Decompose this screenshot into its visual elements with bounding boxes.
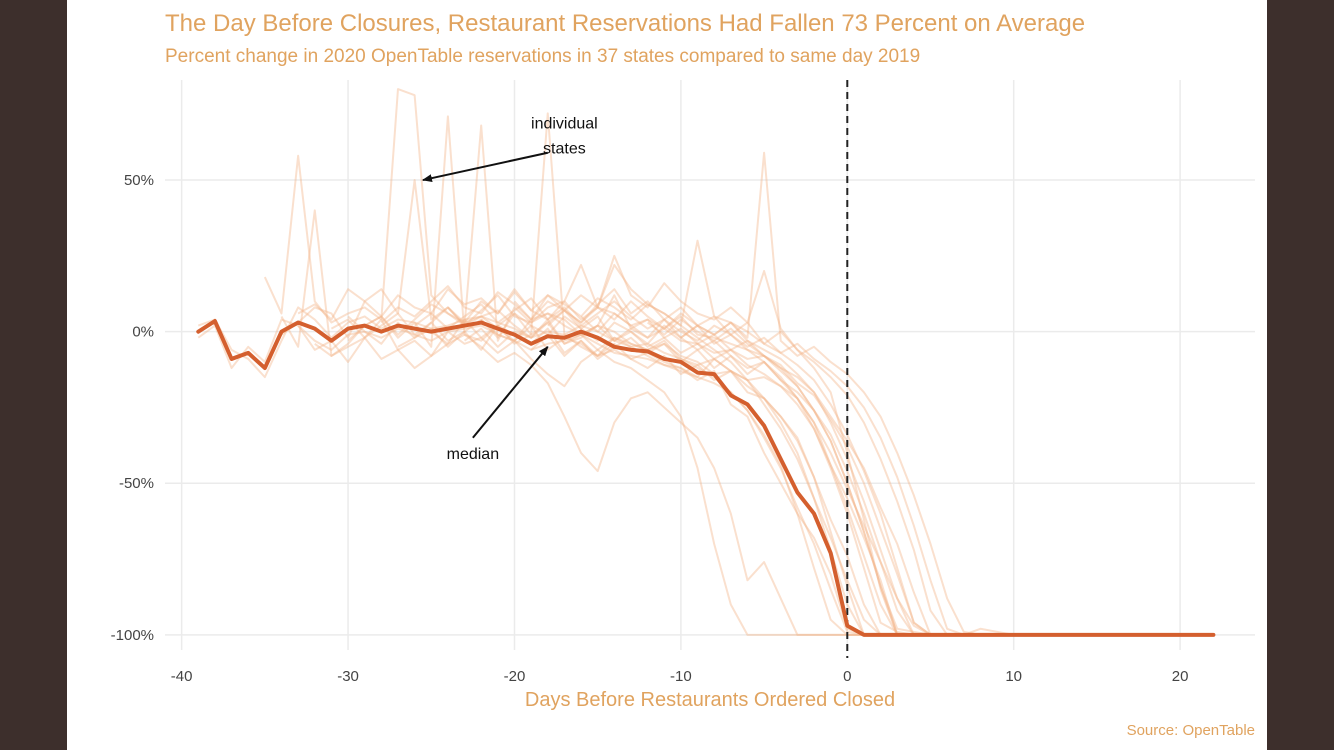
x-tick-label: -20	[504, 668, 526, 685]
annotation-text-line: median	[447, 446, 499, 463]
chart-subtitle: Percent change in 2020 OpenTable reserva…	[165, 46, 920, 67]
state-series-line	[197, 306, 1214, 636]
annotation-text-line: individual	[531, 116, 598, 133]
annotation-layer: individual states median	[421, 116, 598, 463]
x-axis-label: Days Before Restaurants Ordered Closed	[525, 689, 895, 711]
median-series-line	[196, 319, 1216, 637]
x-tick-label: -30	[337, 668, 359, 685]
grid-layer	[165, 80, 1255, 650]
annotation-arrow	[421, 151, 548, 183]
state-series-line	[330, 306, 1214, 636]
state-series-line	[647, 318, 1197, 636]
annotation-text: median	[447, 446, 499, 463]
chart-title: The Day Before Closures, Restaurant Rese…	[165, 10, 1085, 37]
state-series-line	[314, 333, 1214, 636]
chart-svg: -40 -30 -20 -10 0 10 20 50% 0% -50% -100% individu…	[111, 10, 1255, 739]
x-tick-label: 0	[843, 668, 851, 685]
annotation-text: individual states	[531, 116, 598, 158]
median-line-layer	[196, 319, 1216, 637]
state-series-line	[380, 254, 1214, 636]
state-lines-layer	[197, 88, 1214, 636]
y-tick-label: -100%	[111, 627, 154, 644]
annotation-text-line: states	[543, 141, 586, 158]
state-series-line	[297, 263, 1214, 636]
x-tick-label: 10	[1005, 668, 1022, 685]
x-tick-label: -10	[670, 668, 692, 685]
chart-panel: -40 -30 -20 -10 0 10 20 50% 0% -50% -100% individu…	[67, 0, 1267, 750]
y-tick-label: 50%	[124, 172, 154, 189]
y-tick-label: -50%	[119, 475, 154, 492]
x-tick-label: -40	[171, 668, 193, 685]
y-tick-label: 0%	[132, 324, 154, 341]
x-tick-label: 20	[1172, 668, 1189, 685]
source-note: Source: OpenTable	[1127, 722, 1255, 739]
annotation-arrow	[472, 346, 549, 439]
tick-layer: -40 -30 -20 -10 0 10 20 50% 0% -50% -100%	[111, 172, 1189, 685]
